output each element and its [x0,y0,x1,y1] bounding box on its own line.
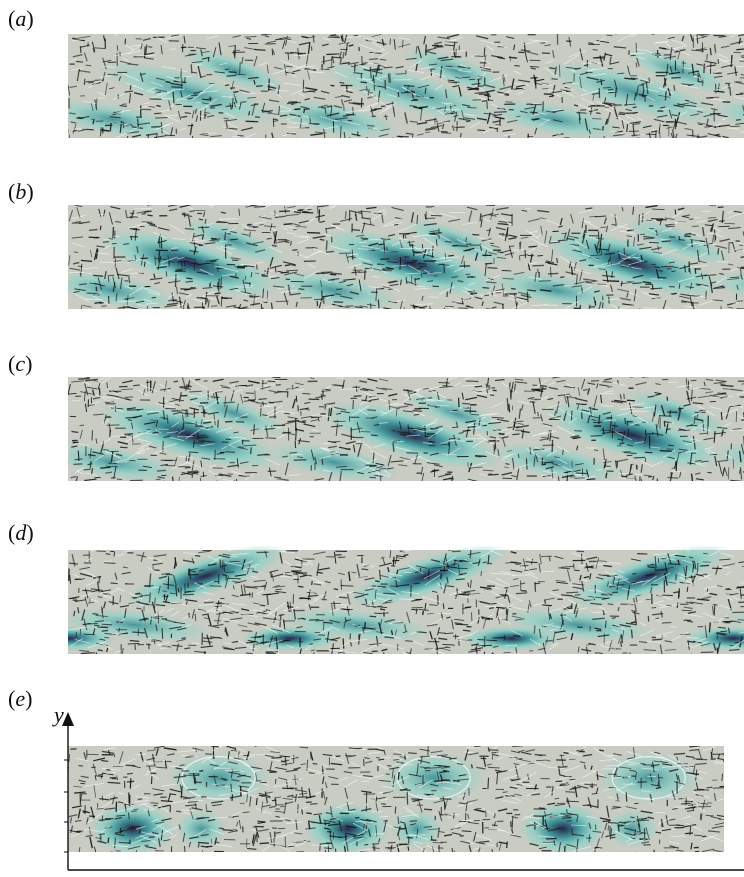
vorticity-blob [543,401,723,470]
vorticity-blob [268,443,400,482]
vorticity-blob [240,625,339,651]
velocity-arrows [68,746,724,852]
vorticity-blob [41,398,65,437]
vortex-ring [181,756,256,800]
vorticity-blob [462,625,561,651]
vorticity-blob [403,390,509,437]
vorticity-blob [0,752,55,803]
vorticity-blob [181,218,287,265]
panel-label-a-letter: a [15,6,27,31]
vortex-ring [396,756,471,800]
vorticity-blob [51,406,58,470]
y-axis-label: y [52,702,64,727]
vorticity-blob [181,390,287,437]
flow-field-e: y [0,702,744,871]
vorticity-blob [403,47,509,94]
vorticity-blob [51,234,58,297]
axes [62,712,744,871]
panel-label-a: (a) [8,6,34,31]
velocity-arrows [68,377,744,481]
vorticity-blob [543,60,723,124]
vortex-ring [0,757,40,799]
panel-label-c-letter: c [15,351,26,376]
vorticity-blob [597,752,701,804]
vorticity-blob [0,810,12,848]
vorticity-blob [181,47,287,94]
y-axis-arrowhead [62,712,74,726]
vorticity-blob [125,546,286,608]
flow-field-d [55,546,744,654]
vorticity-blob [100,60,280,124]
panel-label-b-letter: b [15,179,27,204]
panel-label-c: (c) [8,351,33,376]
panel-label-d-letter: d [15,520,27,545]
flow-field-c [41,377,744,482]
vorticity-blob [268,100,400,139]
vorticity-blob [55,546,65,608]
panel-label-e-letter: e [15,686,26,711]
flow-field-b [41,205,744,310]
velocity-arrows [68,550,744,654]
vorticity-blob [100,229,280,297]
vorticity-blob [519,803,606,852]
flow-field-a [41,34,744,139]
vorticity-blob [41,55,65,94]
panel-label-b: (b) [8,179,34,204]
panel-label-d: (d) [8,520,34,545]
vorticity-blob [51,63,58,124]
vorticity-blob [490,100,622,139]
velocity-arrows [68,34,744,138]
vorticity-blob [268,271,400,310]
velocity-arrows [68,205,744,309]
vorticity-blob [390,809,443,848]
vorticity-blob [304,803,391,852]
vorticity-blob [490,443,622,482]
vorticity-blob [41,226,65,265]
vorticity-blob [65,100,178,139]
vorticity-blob [68,625,117,651]
vorticity-blob [490,271,622,310]
vorticity-blob [605,809,658,848]
vorticity-blob [346,546,508,608]
vorticity-blob [403,218,509,265]
vorticity-blob [625,218,730,265]
vorticity-blob [568,546,730,608]
panel-label-e: (e) [8,686,33,711]
vorticity-blob [625,47,730,94]
vorticity-blob [735,803,744,854]
